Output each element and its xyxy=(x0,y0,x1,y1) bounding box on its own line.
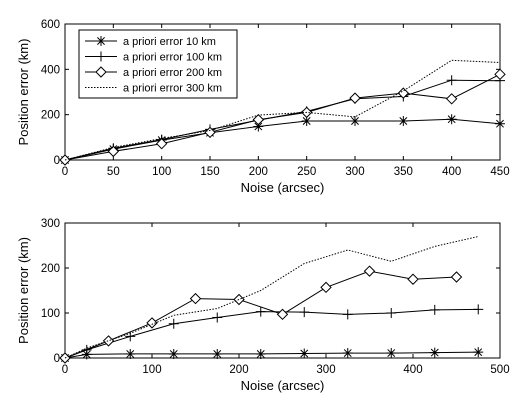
legend: a priori error 10 km a priori error 100 k… xyxy=(78,29,238,99)
legend-label: a priori error 200 km xyxy=(123,67,222,79)
data-point-marker xyxy=(212,348,223,359)
data-point-marker xyxy=(276,308,289,321)
data-point-marker xyxy=(168,348,179,359)
data-point-marker xyxy=(429,304,440,315)
series-line xyxy=(64,59,501,161)
y-axis-label: Position error (km) xyxy=(16,39,31,146)
series-1 xyxy=(60,114,505,165)
x-tick-label: 50 xyxy=(107,166,120,178)
legend-label: a priori error 10 km xyxy=(123,36,216,48)
data-point-marker xyxy=(125,348,136,359)
data-point-marker xyxy=(253,121,264,132)
y-tick-label: 200 xyxy=(41,263,60,275)
x-axis-label: Noise (arcsec) xyxy=(241,378,325,393)
x-tick-label: 300 xyxy=(316,364,335,376)
y-tick-label: 400 xyxy=(41,64,60,76)
series-line xyxy=(64,236,479,359)
legend-entry: a priori error 10 km xyxy=(85,36,216,48)
plot-frame xyxy=(64,222,501,359)
series-2 xyxy=(60,304,484,363)
data-point-marker xyxy=(342,309,353,320)
legend-label: a priori error 300 km xyxy=(123,83,222,95)
data-point-marker xyxy=(212,312,223,323)
y-tick-label: 0 xyxy=(54,353,60,365)
x-tick-label: 500 xyxy=(490,364,509,376)
y-axis-label: Position error (km) xyxy=(16,237,31,344)
data-point-marker xyxy=(446,75,457,86)
legend-entry: a priori error 300 km xyxy=(85,83,222,95)
legend-entry: a priori error 200 km xyxy=(85,66,222,79)
plot-frame xyxy=(64,23,501,161)
data-point-marker xyxy=(168,318,179,329)
data-point-marker xyxy=(301,116,312,127)
top-chart: 0 50 100 150 200 250 300 350 400 450 0 200 400 600 Noi… xyxy=(16,19,510,195)
x-tick-label: 0 xyxy=(62,364,68,376)
x-tick-label: 300 xyxy=(345,166,364,178)
y-tick-label: 100 xyxy=(41,308,60,320)
data-point-marker xyxy=(102,335,115,347)
y-tick-label: 300 xyxy=(41,218,60,230)
data-point-marker xyxy=(445,93,458,105)
data-point-marker xyxy=(189,292,202,305)
data-point-marker xyxy=(398,116,409,127)
data-point-marker xyxy=(429,347,440,358)
data-point-marker xyxy=(397,87,410,99)
data-point-marker xyxy=(407,273,419,285)
x-tick-label: 200 xyxy=(229,364,248,376)
data-point-marker xyxy=(320,281,332,294)
x-tick-label: 100 xyxy=(142,364,161,376)
legend-marker xyxy=(95,66,107,78)
data-point-marker xyxy=(252,113,265,126)
data-point-marker xyxy=(473,304,484,315)
x-axis-label: Noise (arcsec) xyxy=(241,180,325,195)
data-point-marker xyxy=(155,137,168,150)
y-tick-label: 200 xyxy=(41,110,60,122)
series-line xyxy=(64,73,501,161)
data-point-marker xyxy=(299,307,310,318)
series-1 xyxy=(60,347,484,363)
data-point-marker xyxy=(450,271,463,283)
data-point-marker xyxy=(349,92,361,104)
data-point-marker xyxy=(386,348,397,359)
legend-label: a priori error 100 km xyxy=(123,52,222,64)
x-tick-label: 100 xyxy=(152,166,171,178)
data-point-marker xyxy=(350,116,360,127)
data-point-marker xyxy=(386,308,397,318)
y-tick-label: 600 xyxy=(41,19,60,31)
series-line xyxy=(64,270,457,359)
x-tick-label: 400 xyxy=(442,166,461,178)
x-tick-label: 400 xyxy=(403,364,422,376)
data-point-marker xyxy=(473,347,484,358)
data-point-marker xyxy=(494,68,506,81)
data-point-marker xyxy=(363,265,376,277)
x-tick-label: 0 xyxy=(62,166,68,178)
x-tick-label: 200 xyxy=(249,166,268,178)
data-point-marker xyxy=(446,114,457,125)
series-line xyxy=(64,118,501,161)
data-point-marker xyxy=(495,118,505,129)
x-tick-label: 450 xyxy=(490,166,509,178)
legend-entry: a priori error 100 km xyxy=(85,51,222,64)
legend-marker xyxy=(96,51,106,62)
data-point-marker xyxy=(107,145,120,158)
series-4 xyxy=(64,236,479,359)
data-point-marker xyxy=(255,348,266,359)
x-tick-label: 350 xyxy=(394,166,413,178)
x-tick-label: 150 xyxy=(200,166,219,178)
data-point-marker xyxy=(299,348,310,359)
series-3 xyxy=(59,265,463,364)
bottom-chart: 0 100 200 300 400 500 0 100 200 300 Noise (arcsec)… xyxy=(16,218,510,393)
data-point-marker xyxy=(342,348,353,359)
data-point-marker xyxy=(255,306,266,317)
x-tick-label: 250 xyxy=(297,166,316,178)
legend-marker xyxy=(96,36,106,46)
y-tick-label: 0 xyxy=(54,155,60,167)
series-4 xyxy=(64,59,501,161)
